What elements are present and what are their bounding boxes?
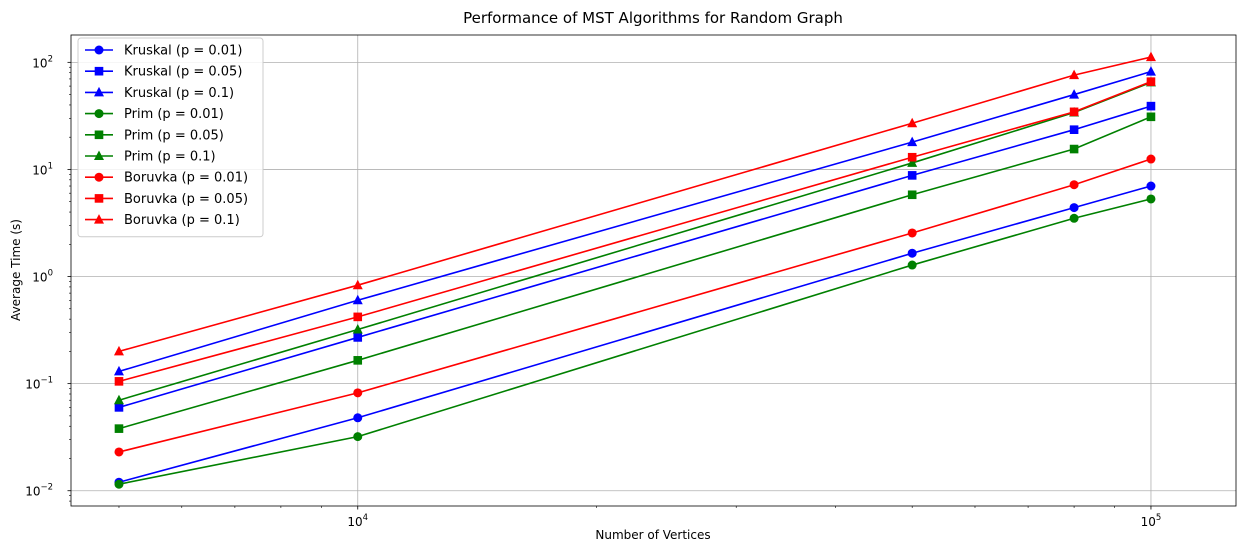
data-point	[1146, 112, 1156, 122]
y-tick-label: 100	[32, 269, 53, 285]
data-point	[1069, 213, 1079, 223]
grid-lines	[71, 35, 1236, 506]
data-point	[113, 345, 124, 356]
data-point	[352, 279, 363, 290]
series-1	[114, 101, 1156, 412]
legend-label: Boruvka (p = 0.01)	[124, 171, 248, 186]
legend-marker	[94, 172, 104, 182]
series-8	[113, 51, 1156, 356]
legend-label: Prim (p = 0.01)	[124, 107, 224, 122]
legend-item: Boruvka (p = 0.01)	[85, 171, 248, 186]
data-point	[1069, 89, 1080, 99]
legend-item: Kruskal (p = 0.01)	[85, 44, 242, 59]
data-point	[1146, 154, 1156, 164]
legend-marker	[94, 194, 104, 203]
data-point	[114, 479, 124, 489]
data-point	[114, 403, 124, 412]
data-point	[352, 294, 363, 305]
legend-marker	[94, 150, 104, 160]
legend-marker	[94, 86, 104, 97]
data-point	[1069, 180, 1079, 190]
data-point	[1146, 181, 1156, 191]
legend-marker	[94, 45, 104, 55]
y-axis-label: Average Time (s)	[9, 219, 23, 321]
data-point	[1145, 66, 1156, 76]
legend-item: Prim (p = 0.01)	[85, 107, 224, 122]
data-point	[907, 157, 918, 167]
axes-frame	[70, 34, 1237, 507]
data-point	[114, 377, 124, 386]
data-point	[1069, 69, 1080, 80]
series-2	[113, 66, 1156, 376]
legend-label: Boruvka (p = 0.1)	[124, 213, 240, 228]
data-point	[907, 171, 917, 180]
legend-label: Prim (p = 0.05)	[124, 128, 224, 143]
data-point	[907, 152, 917, 162]
legend-label: Kruskal (p = 0.05)	[124, 65, 242, 80]
plot-background	[71, 35, 1236, 506]
x-axis-label: Number of Vertices	[595, 528, 710, 542]
legend-item: Kruskal (p = 0.1)	[85, 86, 234, 101]
chart-title: Performance of MST Algorithms for Random…	[463, 9, 843, 27]
data-point	[113, 365, 124, 376]
y-tick-label: 101	[32, 161, 53, 177]
legend-item: Prim (p = 0.1)	[85, 150, 216, 165]
data-point	[1145, 51, 1156, 62]
data-point	[1069, 203, 1079, 213]
data-point	[907, 228, 917, 238]
series-6	[114, 154, 1156, 457]
series-layer	[113, 51, 1156, 489]
data-point	[353, 333, 363, 342]
data-point	[352, 324, 363, 334]
axis-ticks: 104 105 10−2 10−1 100 101 102	[25, 54, 1161, 529]
legend-item: Boruvka (p = 0.1)	[85, 213, 240, 228]
series-7	[114, 77, 1156, 386]
data-point	[1146, 101, 1156, 111]
legend-box	[77, 37, 264, 238]
y-tick-label: 10−1	[25, 376, 53, 392]
data-point	[353, 388, 363, 398]
legend: Kruskal (p = 0.01) Kruskal (p = 0.05) Krus…	[77, 37, 264, 238]
data-point	[1069, 125, 1079, 134]
legend-marker	[94, 109, 104, 119]
data-point	[353, 432, 363, 442]
data-point	[114, 447, 124, 457]
legend-item: Kruskal (p = 0.05)	[85, 65, 242, 80]
legend-marker	[94, 214, 104, 224]
data-point	[1069, 107, 1079, 117]
series-3	[114, 194, 1156, 489]
legend-label: Kruskal (p = 0.1)	[124, 86, 234, 101]
data-point	[114, 424, 124, 433]
data-point	[1146, 77, 1156, 86]
legend-item: Prim (p = 0.05)	[85, 128, 224, 143]
data-point	[113, 394, 124, 405]
axes-border	[70, 34, 1237, 507]
plot-area	[71, 35, 1236, 506]
y-tick-label: 10−2	[25, 483, 53, 499]
series-4	[114, 112, 1156, 433]
legend-marker	[94, 130, 104, 140]
data-point	[353, 413, 363, 423]
data-point	[353, 312, 363, 322]
x-tick-label: 104	[347, 513, 368, 529]
legend-label: Kruskal (p = 0.01)	[124, 44, 242, 59]
data-point	[1146, 194, 1156, 204]
legend-marker	[94, 66, 104, 76]
legend-label: Prim (p = 0.1)	[124, 150, 216, 165]
x-tick-label: 105	[1141, 513, 1162, 529]
y-tick-label: 102	[32, 54, 53, 70]
legend-label: Boruvka (p = 0.05)	[124, 192, 248, 207]
legend-item: Boruvka (p = 0.05)	[85, 192, 248, 207]
data-point	[907, 248, 917, 258]
data-point	[353, 356, 363, 365]
data-point	[907, 136, 918, 147]
data-point	[1069, 144, 1079, 154]
data-point	[907, 260, 917, 270]
data-point	[907, 190, 917, 200]
data-point	[907, 117, 918, 128]
